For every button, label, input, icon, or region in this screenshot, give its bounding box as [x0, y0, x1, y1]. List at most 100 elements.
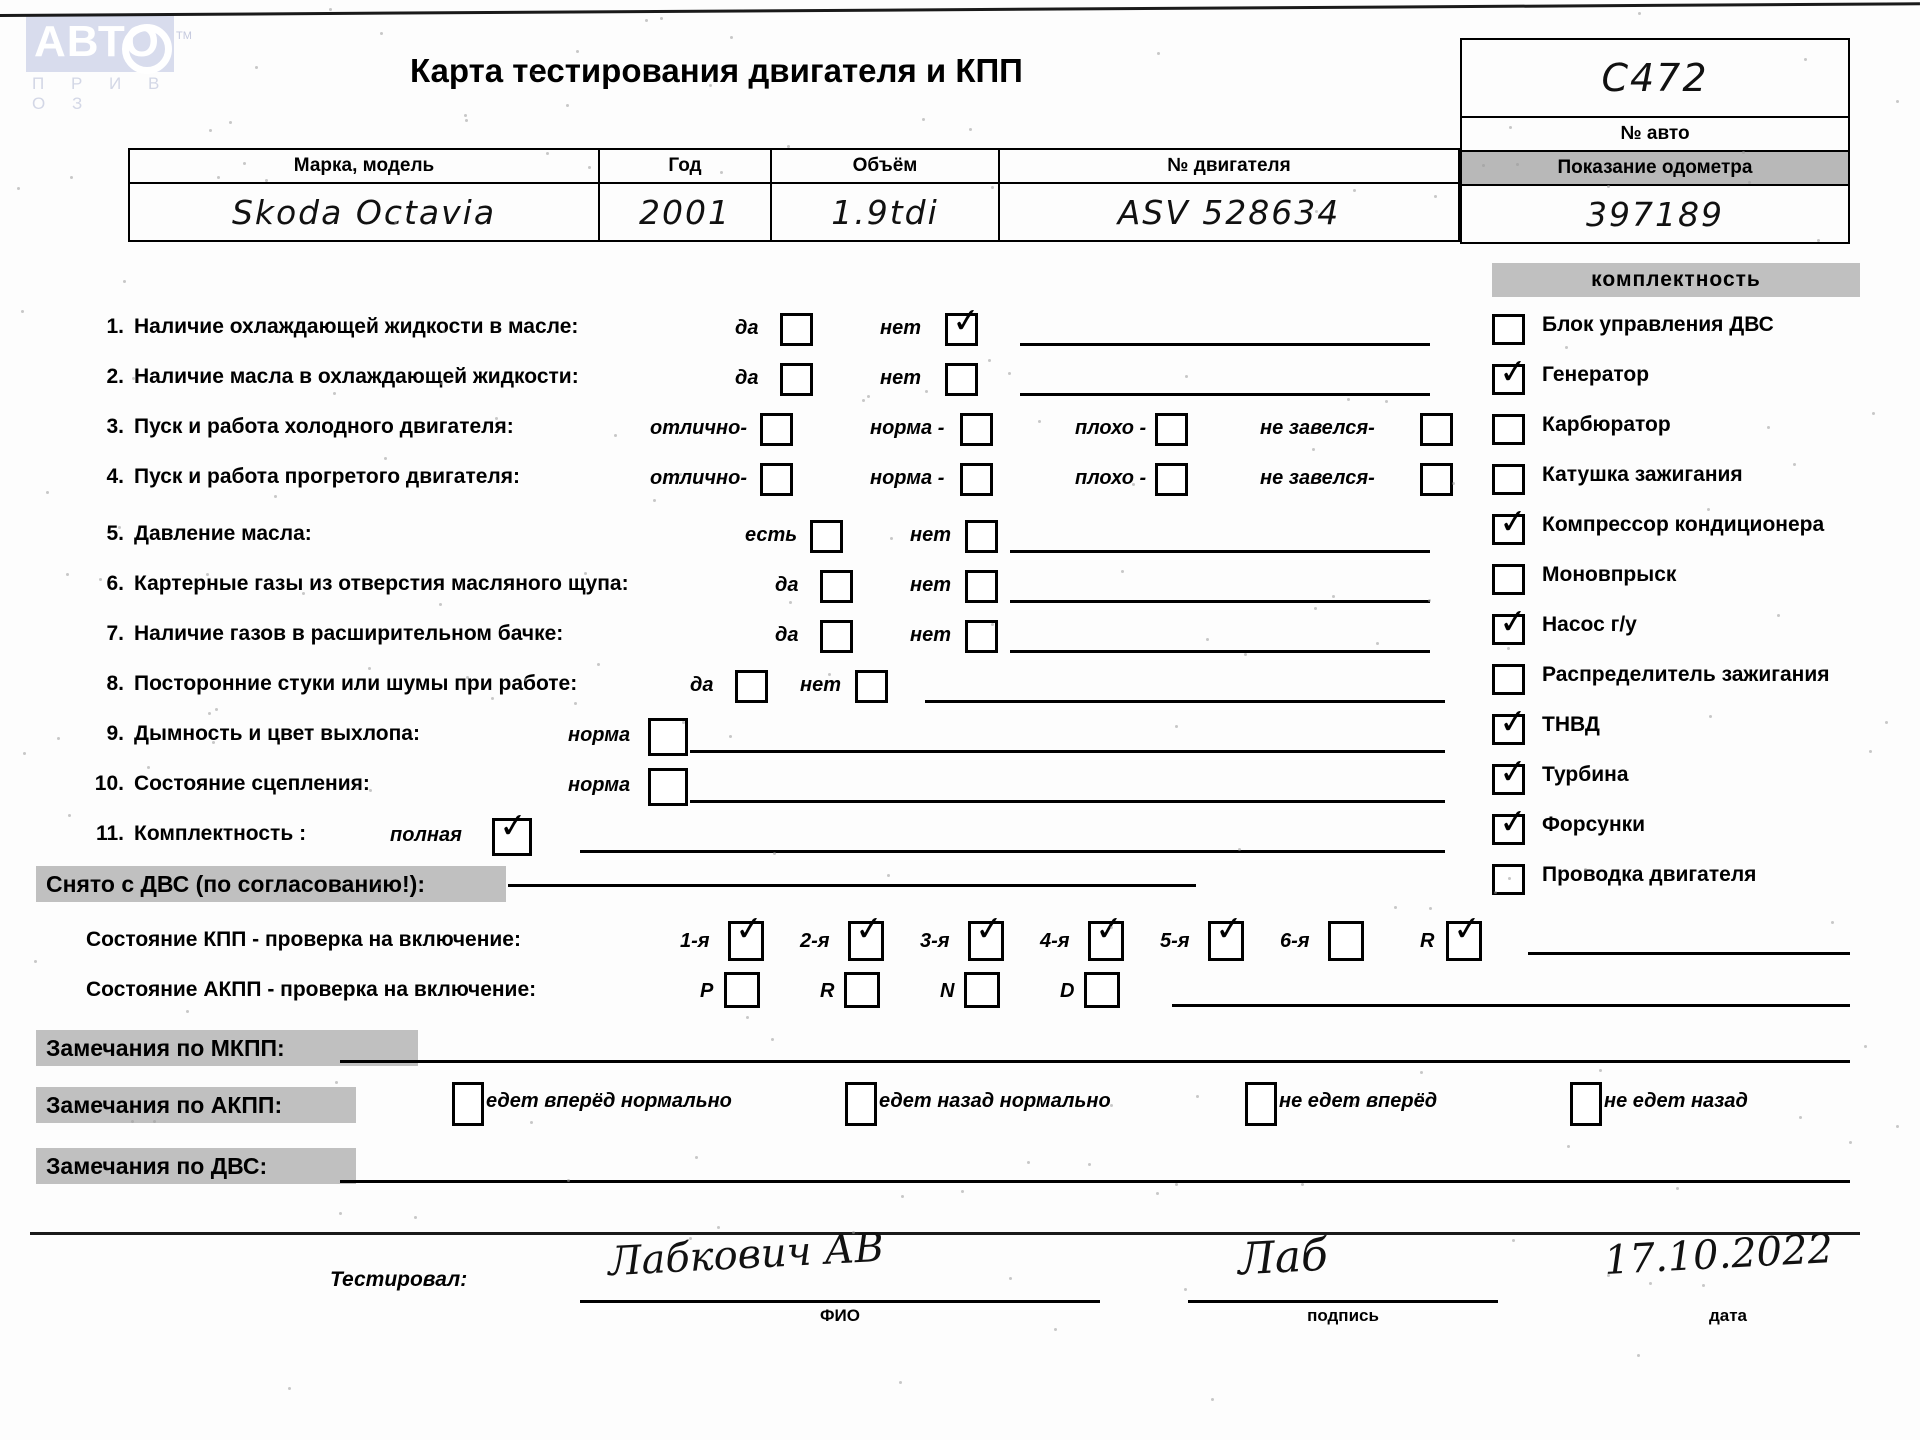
scan-speck — [369, 789, 372, 792]
vehicle-year-cell: 2001 — [598, 182, 772, 242]
option-checkbox[interactable] — [960, 413, 993, 446]
mkpp-gear-checkbox[interactable]: ✓ — [968, 908, 1005, 961]
completeness-checkbox[interactable]: ✓ — [1492, 601, 1529, 645]
vehicle-engine-no-caption: № двигателя — [998, 148, 1460, 184]
option-checkbox[interactable] — [945, 363, 978, 396]
scan-speck — [1872, 412, 1875, 415]
option-checkbox[interactable] — [780, 313, 813, 346]
check-tick-icon: ✓ — [853, 907, 886, 951]
scan-speck — [961, 1190, 964, 1193]
scan-speck — [922, 118, 925, 121]
completeness-checkbox[interactable]: ✓ — [1492, 701, 1529, 745]
option-checkbox[interactable] — [760, 413, 793, 446]
scan-speck — [1507, 647, 1510, 650]
item-write-in-rule — [925, 700, 1445, 703]
vehicle-header-table: Марка, модель Год Объём № двигателя Skod… — [128, 148, 1460, 242]
completeness-panel-title: комплектность — [1492, 263, 1860, 297]
option-checkbox[interactable]: ✓ — [492, 805, 532, 856]
scan-speck — [491, 697, 494, 700]
akpp-position-checkbox[interactable] — [844, 972, 880, 1008]
akpp-drive-option-checkbox[interactable] — [1570, 1082, 1602, 1126]
scan-speck — [21, 310, 24, 313]
option-checkbox[interactable] — [855, 670, 888, 703]
completeness-checkbox[interactable] — [1492, 564, 1525, 595]
akpp-drive-option-checkbox[interactable] — [1245, 1082, 1277, 1126]
date-caption: дата — [1708, 1306, 1748, 1325]
completeness-checkbox[interactable] — [1492, 664, 1525, 695]
scan-speck — [1420, 1071, 1423, 1074]
completeness-checkbox[interactable] — [1492, 414, 1525, 445]
completeness-item-label: Карбюратор — [1542, 413, 1671, 436]
checklist-item-label: Наличие масла в охлаждающей жидкости: — [134, 365, 579, 388]
scan-speck — [584, 572, 587, 575]
scan-speck — [212, 741, 215, 744]
scan-speck — [1175, 725, 1178, 728]
option-checkbox[interactable] — [760, 463, 793, 496]
completeness-checkbox[interactable]: ✓ — [1492, 751, 1529, 795]
mkpp-gear-checkbox[interactable]: ✓ — [848, 908, 885, 961]
checklist-item-number: 8. — [106, 672, 124, 695]
option-checkbox[interactable] — [960, 463, 993, 496]
section-akpp-notes: Замечания по АКПП: — [36, 1087, 356, 1123]
scan-speck — [852, 1231, 855, 1234]
completeness-checkbox[interactable]: ✓ — [1492, 351, 1529, 395]
scan-speck — [23, 752, 26, 755]
scan-speck — [1516, 163, 1519, 166]
scan-speck — [1385, 400, 1388, 403]
option-checkbox[interactable] — [965, 520, 998, 553]
completeness-checkbox[interactable] — [1492, 314, 1525, 345]
checklist-item-label: Пуск и работа прогретого двигателя: — [134, 465, 521, 488]
akpp-drive-option-label: не едет назад — [1604, 1090, 1748, 1112]
scan-speck — [1184, 1288, 1187, 1291]
akpp-position-checkbox[interactable] — [964, 972, 1000, 1008]
mkpp-gear-label: 3-я — [920, 930, 950, 952]
mkpp-gear-checkbox[interactable]: ✓ — [1446, 908, 1483, 961]
scan-speck — [265, 179, 268, 182]
completeness-checkbox[interactable] — [1492, 464, 1525, 495]
scan-speck — [729, 735, 732, 738]
option-checkbox[interactable] — [1420, 413, 1453, 446]
akpp-position-checkbox[interactable] — [724, 972, 760, 1008]
scan-speck — [394, 221, 397, 224]
option-checkbox[interactable] — [1155, 463, 1188, 496]
mkpp-gear-checkbox[interactable]: ✓ — [728, 908, 765, 961]
mkpp-gear-label: 4-я — [1040, 930, 1070, 952]
option-checkbox[interactable] — [735, 670, 768, 703]
akpp-drive-option-checkbox[interactable] — [845, 1082, 877, 1126]
completeness-checkbox[interactable]: ✓ — [1492, 801, 1529, 845]
option-checkbox[interactable] — [1155, 413, 1188, 446]
mkpp-gear-checkbox[interactable]: ✓ — [1088, 908, 1125, 961]
option-checkbox[interactable] — [820, 620, 853, 653]
akpp-position-checkbox[interactable] — [1084, 972, 1120, 1008]
scan-speck — [1702, 1284, 1705, 1287]
option-checkbox[interactable] — [810, 520, 843, 553]
logo-tm-mark: TM — [176, 30, 192, 42]
option-checkbox[interactable]: ✓ — [945, 300, 982, 346]
option-checkbox[interactable] — [820, 570, 853, 603]
scan-speck — [597, 663, 600, 666]
inspector-signature-handwritten: Лаб — [1236, 1229, 1330, 1286]
option-label: да — [775, 574, 799, 596]
mkpp-gear-checkbox[interactable] — [1328, 921, 1364, 961]
mkpp-gear-checkbox[interactable]: ✓ — [1208, 908, 1245, 961]
vehicle-make-caption: Марка, модель — [128, 148, 600, 184]
option-checkbox[interactable] — [1420, 463, 1453, 496]
plate-number-value: C472 — [1601, 56, 1709, 100]
vehicle-volume-value: 1.9tdi — [831, 192, 939, 232]
akpp-drive-option-checkbox[interactable] — [452, 1082, 484, 1126]
scan-speck — [695, 1156, 698, 1159]
option-label: норма — [568, 724, 631, 746]
scan-speck — [217, 176, 220, 179]
option-checkbox[interactable] — [648, 718, 688, 756]
option-checkbox[interactable] — [648, 768, 688, 806]
scan-speck — [1742, 151, 1745, 154]
completeness-checkbox[interactable]: ✓ — [1492, 501, 1529, 545]
item-write-in-rule — [1010, 550, 1430, 553]
scan-speck — [298, 327, 301, 330]
option-checkbox[interactable] — [780, 363, 813, 396]
scan-speck — [1482, 164, 1485, 167]
scan-speck — [1206, 638, 1209, 641]
option-checkbox[interactable] — [965, 570, 998, 603]
check-tick-icon: ✓ — [497, 804, 530, 848]
